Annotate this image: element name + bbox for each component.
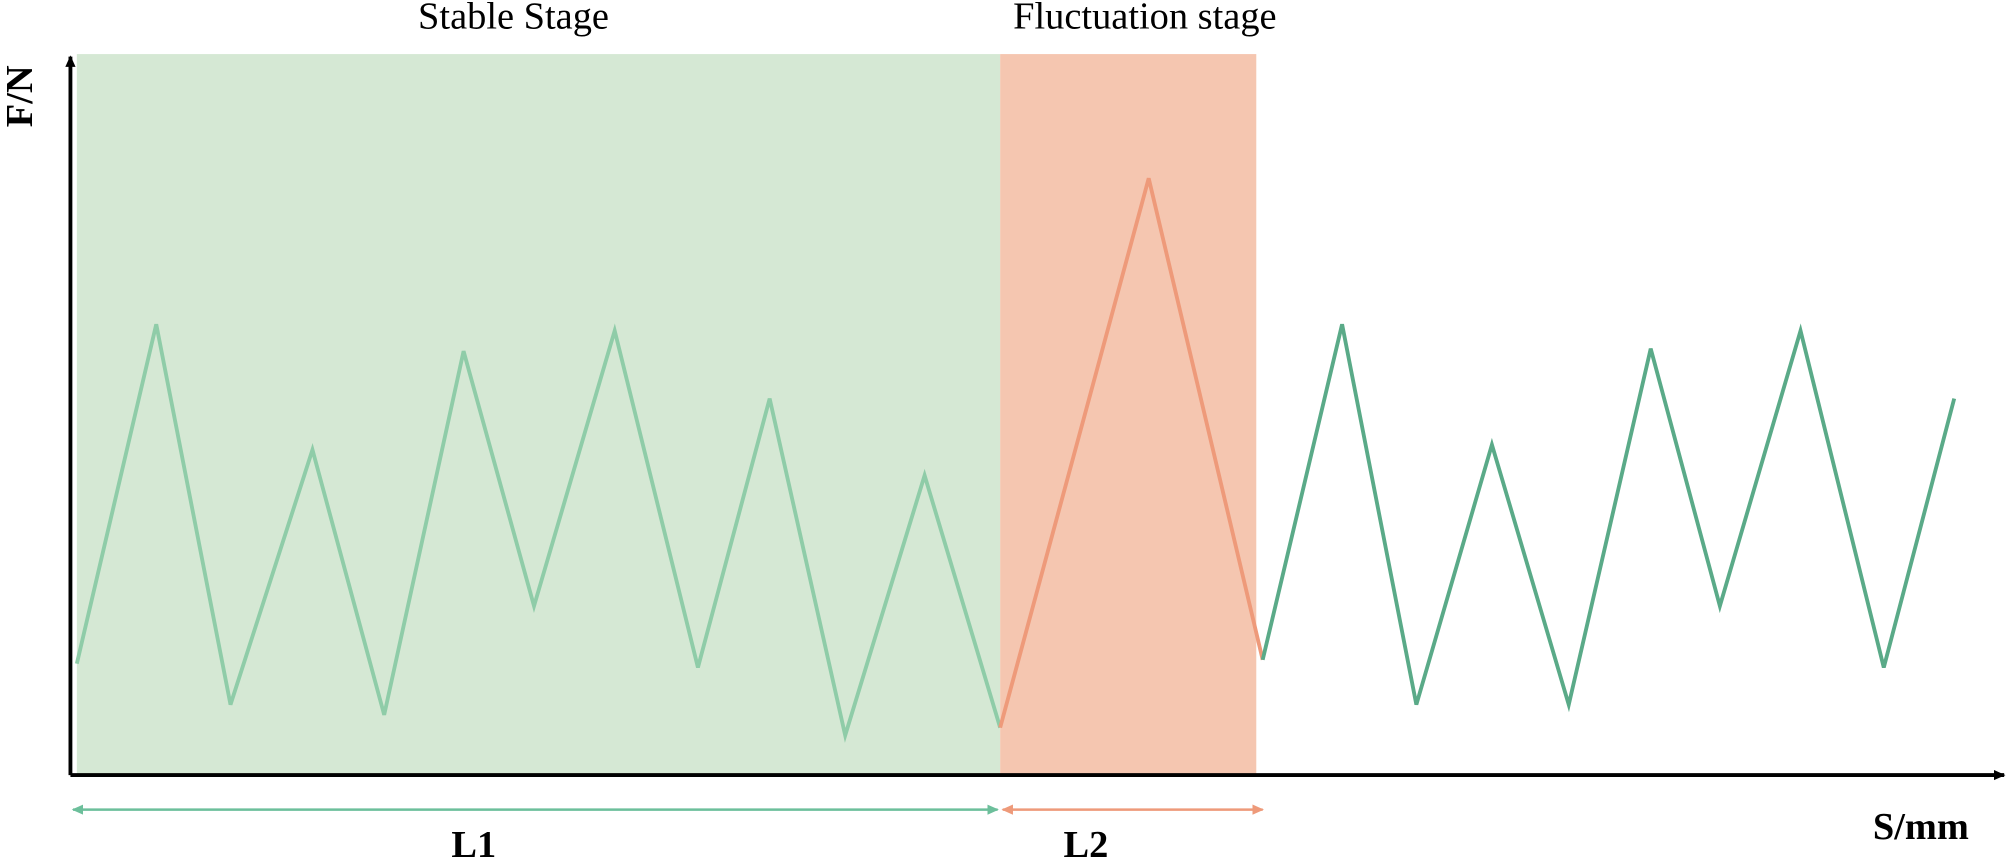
x-axis-label: S/mm — [1873, 806, 1969, 848]
stage-label: Stable Stage — [418, 0, 609, 37]
span-label: L2 — [1064, 824, 1109, 865]
stable-curve — [74, 323, 1002, 743]
span-label: L1 — [451, 824, 496, 865]
fluctuation-region — [1000, 54, 1257, 776]
stage-label: Fluctuation stage — [1013, 0, 1276, 37]
stable-region — [76, 54, 1001, 776]
fluctuation-curve — [998, 177, 1265, 729]
y-axis-label: F/N — [0, 65, 41, 127]
after-curve — [1260, 323, 1957, 713]
